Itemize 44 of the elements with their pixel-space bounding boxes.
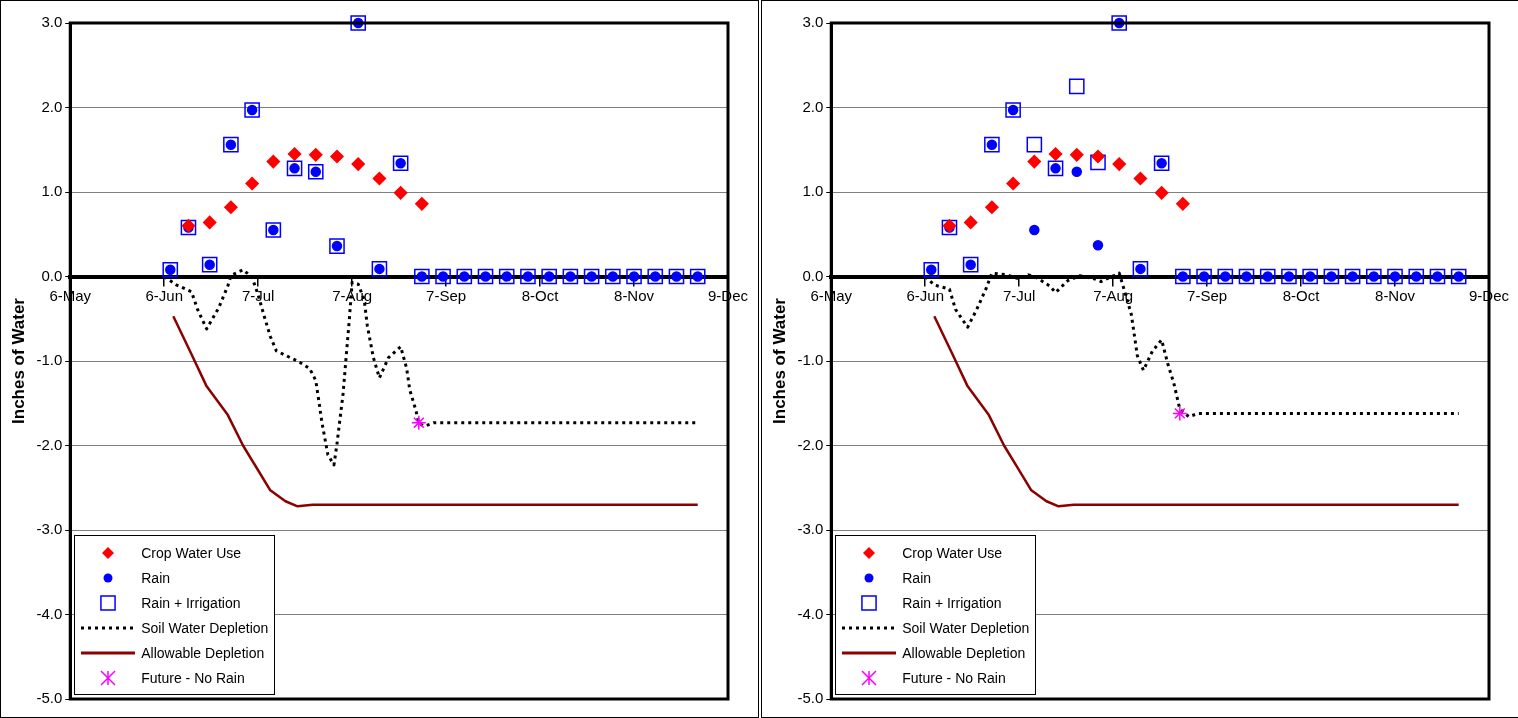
x-tick-label: 6-Jun bbox=[145, 286, 183, 304]
y-tick-label: -4.0 bbox=[36, 604, 63, 622]
legend-label: Rain bbox=[902, 569, 932, 586]
y-tick-label: -4.0 bbox=[797, 604, 824, 622]
legend-label: Rain + Irrigation bbox=[141, 594, 241, 611]
legend-label: Future - No Rain bbox=[141, 669, 245, 686]
x-tick-label: 7-Aug bbox=[1093, 286, 1134, 304]
x-tick-label: 8-Oct bbox=[521, 286, 560, 304]
y-tick-label: -1.0 bbox=[36, 351, 63, 369]
y-tick-label: -3.0 bbox=[36, 520, 63, 538]
legend-label: Allowable Depletion bbox=[141, 644, 265, 661]
y-tick-label: -5.0 bbox=[797, 689, 824, 707]
y-axis-title: Inches of Water bbox=[769, 297, 789, 424]
y-tick-label: -2.0 bbox=[36, 435, 63, 453]
legend-label: Crop Water Use bbox=[141, 544, 242, 561]
legend-label: Rain + Irrigation bbox=[902, 594, 1002, 611]
y-tick-label: 0.0 bbox=[41, 266, 63, 284]
legend-label: Soil Water Depletion bbox=[141, 619, 269, 636]
y-tick-label: 1.0 bbox=[41, 182, 63, 200]
x-tick-label: 7-Sep bbox=[1187, 286, 1228, 304]
x-tick-label: 7-Aug bbox=[332, 286, 373, 304]
x-tick-label: 6-Jun bbox=[906, 286, 944, 304]
legend-label: Allowable Depletion bbox=[902, 644, 1026, 661]
y-tick-label: -5.0 bbox=[36, 689, 63, 707]
legend-label: Rain bbox=[141, 569, 171, 586]
y-tick-label: 2.0 bbox=[802, 97, 824, 115]
x-tick-label: 8-Oct bbox=[1282, 286, 1321, 304]
y-tick-label: 3.0 bbox=[41, 13, 63, 31]
legend-label: Soil Water Depletion bbox=[902, 619, 1030, 636]
legend-label: Future - No Rain bbox=[902, 669, 1006, 686]
y-tick-label: -3.0 bbox=[797, 520, 824, 538]
x-tick-label: 7-Jul bbox=[1002, 286, 1036, 304]
x-tick-label: 7-Jul bbox=[241, 286, 275, 304]
y-tick-label: 2.0 bbox=[41, 97, 63, 115]
y-tick-label: 3.0 bbox=[802, 13, 824, 31]
x-tick-label: 8-Nov bbox=[1375, 286, 1416, 304]
y-tick-label: 1.0 bbox=[802, 182, 824, 200]
x-tick-label: 7-Sep bbox=[426, 286, 467, 304]
y-axis-title: Inches of Water bbox=[8, 297, 28, 424]
y-tick-label: 0.0 bbox=[802, 266, 824, 284]
y-tick-label: -2.0 bbox=[797, 435, 824, 453]
y-tick-label: -1.0 bbox=[797, 351, 824, 369]
x-tick-label: 8-Nov bbox=[614, 286, 655, 304]
legend-label: Crop Water Use bbox=[902, 544, 1003, 561]
